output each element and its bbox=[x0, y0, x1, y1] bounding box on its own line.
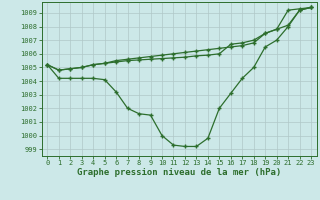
X-axis label: Graphe pression niveau de la mer (hPa): Graphe pression niveau de la mer (hPa) bbox=[77, 168, 281, 177]
